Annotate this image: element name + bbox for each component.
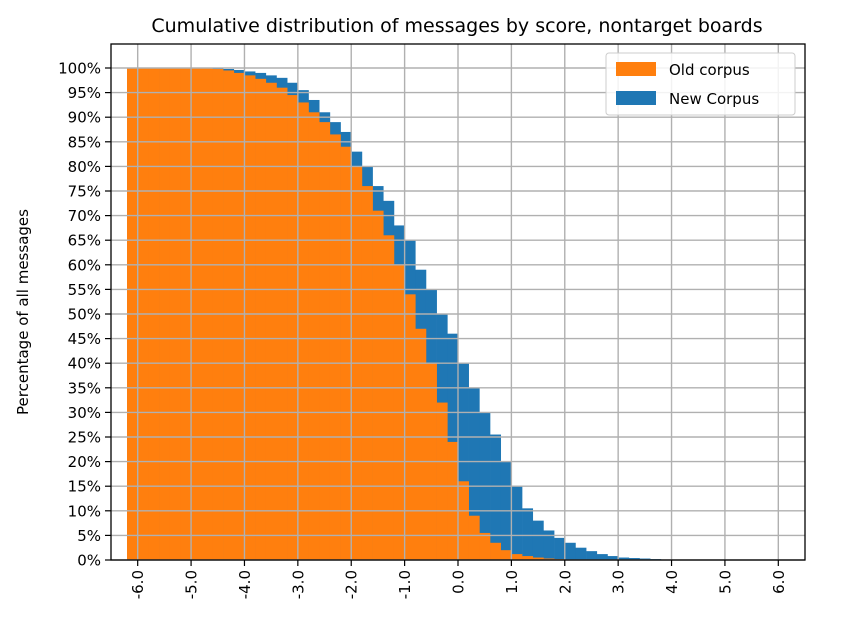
histogram-bar [330, 134, 341, 560]
y-tick-label: 0% [77, 552, 101, 570]
x-tick-label: 1.0 [503, 570, 521, 594]
x-tick-label: -1.0 [396, 570, 414, 599]
histogram-bar [554, 538, 565, 560]
y-tick-label: 20% [68, 453, 101, 471]
histogram-bar [469, 516, 480, 560]
y-tick-label: 10% [68, 502, 101, 520]
y-tick-label: 25% [68, 429, 101, 447]
y-tick-label: 5% [77, 527, 101, 545]
histogram-bar [511, 554, 522, 560]
y-tick-label: 60% [68, 256, 101, 274]
y-tick-label: 35% [68, 379, 101, 397]
histogram-bar [298, 102, 309, 560]
histogram-bar [522, 508, 533, 560]
histogram-bar [597, 554, 608, 560]
x-tick-label: 2.0 [556, 570, 574, 594]
y-tick-label: 85% [68, 133, 101, 151]
y-tick-label: 90% [68, 109, 101, 127]
histogram-bar [405, 294, 416, 560]
histogram-bar [319, 122, 330, 560]
legend-label: New Corpus [669, 90, 759, 108]
y-tick-label: 50% [68, 306, 101, 324]
histogram-bar [234, 73, 245, 560]
x-tick-label: 5.0 [716, 570, 734, 594]
histogram-bar [266, 83, 277, 560]
x-tick-label: -5.0 [183, 570, 201, 599]
y-axis-label: Percentage of all messages [14, 209, 32, 415]
x-tick-label: 3.0 [610, 570, 628, 594]
histogram-bar [447, 442, 458, 560]
histogram-bar [490, 543, 501, 560]
y-tick-label: 65% [68, 232, 101, 250]
histogram-bar [309, 112, 320, 560]
histogram-bar [437, 403, 448, 560]
histogram-bar [575, 548, 586, 560]
histogram-bar [287, 95, 298, 560]
y-tick-label: 40% [68, 355, 101, 373]
histogram-bar [373, 211, 384, 560]
histogram-bar [533, 521, 544, 560]
histogram-bar [586, 551, 597, 560]
histogram-bar [362, 186, 373, 560]
histogram-bar [490, 435, 501, 560]
y-tick-label: 80% [68, 158, 101, 176]
y-tick-label: 75% [68, 183, 101, 201]
x-tick-label: -3.0 [289, 570, 307, 599]
chart-title: Cumulative distribution of messages by s… [151, 15, 762, 37]
x-tick-label: 6.0 [770, 570, 788, 594]
y-tick-label: 70% [68, 207, 101, 225]
legend: Old corpus New Corpus [606, 53, 795, 115]
histogram-bar [511, 486, 522, 560]
legend-swatch [616, 91, 656, 105]
histogram-bar [479, 533, 490, 560]
histogram-bar [244, 75, 255, 560]
legend-label: Old corpus [669, 61, 750, 79]
legend-swatch [616, 62, 656, 76]
y-tick-label: 45% [68, 330, 101, 348]
histogram-bar [276, 88, 287, 560]
y-tick-label: 100% [58, 60, 101, 78]
y-tick-label: 55% [68, 281, 101, 299]
x-tick-label: -6.0 [129, 570, 147, 599]
x-tick-label: -2.0 [343, 570, 361, 599]
histogram-bar [255, 79, 266, 560]
x-tick-label: 4.0 [663, 570, 681, 594]
y-tick-label: 15% [68, 478, 101, 496]
x-tick-label: -4.0 [236, 570, 254, 599]
y-tick-label: 30% [68, 404, 101, 422]
histogram-bar [565, 543, 576, 560]
histogram-bar [458, 481, 469, 560]
histogram-bar [341, 147, 352, 560]
histogram-bar [501, 550, 512, 560]
y-tick-label: 95% [68, 84, 101, 102]
x-tick-label: 0.0 [450, 570, 468, 594]
